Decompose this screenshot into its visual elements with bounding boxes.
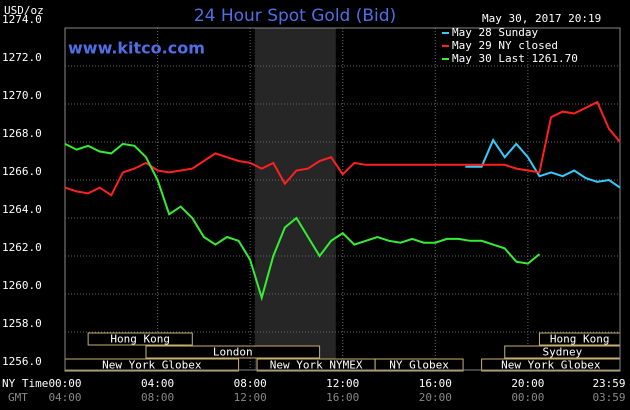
gmt-tick-label: 04:00 [48,391,81,404]
x-tick-label: 23:59 [592,377,625,390]
x-tick-label: 16:00 [419,377,452,390]
session-label: Sydney [542,346,582,359]
gmt-tick-label: 12:00 [234,391,267,404]
y-tick-label: 1268.0 [2,127,42,140]
y-tick-label: 1266.0 [2,165,42,178]
chart-title: 24 Hour Spot Gold (Bid) [194,6,396,26]
y-tick-label: 1256.0 [2,355,42,368]
session-label: Hong Kong [550,333,610,346]
gmt-tick-label: 03:59 [592,391,625,404]
x-tick-label: 04:00 [141,377,174,390]
x2-axis-label: GMT [8,391,28,404]
line-series [465,138,621,189]
gmt-tick-label: 08:00 [141,391,174,404]
session-label: New York Globex [102,359,202,372]
website: www.kitco.com [68,39,205,58]
x-tick-label: 20:00 [511,377,544,390]
x-axis-label: NY Time [2,377,48,390]
y-tick-label: 1272.0 [2,51,42,64]
y-tick-label: 1258.0 [2,317,42,330]
session-bar [87,332,193,346]
gmt-tick-label: 16:00 [326,391,359,404]
y-tick-label: 1264.0 [2,203,42,216]
gmt-tick-label: 20:00 [419,391,452,404]
y-tick-label: 1270.0 [2,89,42,102]
session-label: London [213,346,253,359]
y-tick-label: 1274.0 [2,13,42,26]
x-tick-label: 08:00 [234,377,267,390]
x-tick-label: 00:00 [48,377,81,390]
session-bar [145,345,321,359]
legend-label: May 28 Sunday [452,26,538,39]
session-label: New York NYMEX [270,359,363,372]
session-label: NY Globex [389,359,449,372]
session-bar [374,358,464,372]
legend-label: May 30 Last 1261.70 [452,52,578,65]
plot-frame [64,27,621,371]
legend-label: May 29 NY closed [452,39,558,52]
y-tick-label: 1260.0 [2,279,42,292]
session-label: Hong Kong [110,333,170,346]
line-series [64,142,541,302]
y-unit: USD/oz [4,4,44,17]
gmt-tick-label: 00:00 [511,391,544,404]
highlight-band [254,28,336,370]
session-label: New York Globex [501,359,601,372]
x-tick-label: 12:00 [326,377,359,390]
line-series [64,100,621,197]
timestamp: May 30, 2017 20:19 [482,12,601,25]
y-tick-label: 1262.0 [2,241,42,254]
